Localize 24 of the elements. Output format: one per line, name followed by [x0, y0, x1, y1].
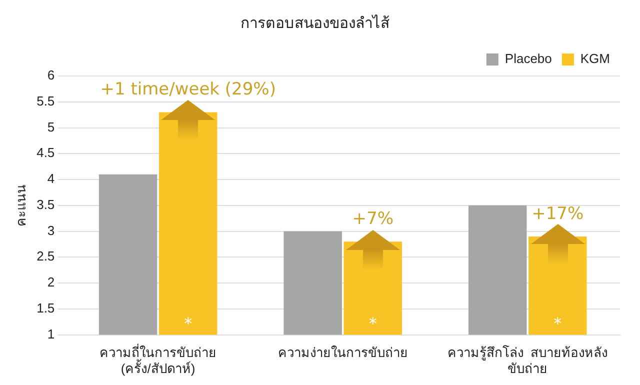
y-tick-label: 1.5	[36, 300, 55, 316]
y-tick-label: 3	[47, 222, 55, 238]
y-tick-label: 5.5	[36, 93, 55, 108]
annotation: +1 time/week (29%)	[100, 80, 276, 100]
x-tick-label: ความรู้สึกโล่ง สบายท้องหลัง ขับถ่าย	[447, 345, 608, 376]
y-tick-label: 2.5	[36, 248, 55, 264]
y-tick-label: 5	[47, 119, 55, 134]
annotation: *	[368, 314, 377, 333]
legend-label: Placebo	[504, 51, 552, 66]
y-tick-label: 4	[47, 171, 55, 186]
y-tick-label: 1	[47, 326, 55, 342]
x-tick-label: ความง่ายในการขับถ่าย	[278, 345, 408, 360]
annotation: *	[554, 314, 562, 333]
y-tick-label: 6	[47, 68, 55, 83]
y-axis-title: คะแนน	[13, 184, 28, 226]
chart-title: การตอบสนองของลำไส้	[240, 14, 390, 32]
x-tick-label: ความถี่ในการขับถ่าย (ครั้ง/สัปดาห์)	[100, 344, 217, 376]
annotation: +7%	[352, 209, 394, 230]
annotation: +17%	[532, 204, 584, 224]
y-tick-label: 2	[47, 274, 55, 290]
legend-label: KGM	[580, 51, 610, 66]
annotation: *	[184, 314, 192, 333]
y-tick-label: 4.5	[36, 145, 55, 160]
y-tick-label: 3.5	[36, 196, 55, 212]
